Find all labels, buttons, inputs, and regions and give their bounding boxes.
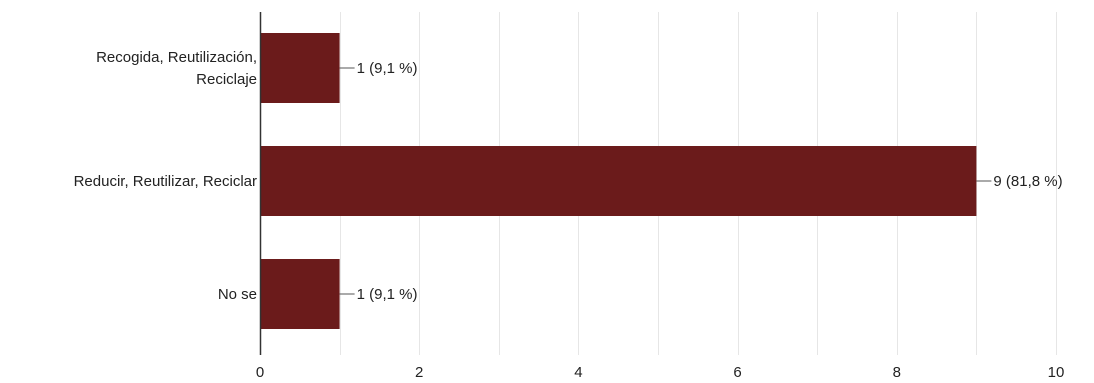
bar bbox=[260, 146, 977, 216]
bar bbox=[260, 33, 340, 103]
x-tick-label: 4 bbox=[574, 364, 582, 381]
category-label: Reciclaje bbox=[196, 71, 257, 88]
x-tick-label: 6 bbox=[733, 364, 741, 381]
data-label: 1 (9,1 %) bbox=[357, 286, 418, 303]
category-label: Recogida, Reutilización, bbox=[96, 49, 257, 66]
category-label: No se bbox=[218, 286, 257, 303]
data-label: 1 (9,1 %) bbox=[357, 60, 418, 77]
bars bbox=[260, 33, 977, 329]
bar bbox=[260, 259, 340, 329]
labels: 1 (9,1 %) Recogida, Reutilización, Recicla… bbox=[74, 49, 1063, 303]
x-tick-label: 8 bbox=[893, 364, 901, 381]
x-tick-label: 0 bbox=[256, 364, 264, 381]
x-tick-label: 10 bbox=[1048, 364, 1065, 381]
data-label: 9 (81,8 %) bbox=[993, 173, 1062, 190]
axes: 0 2 4 6 8 10 bbox=[256, 12, 1065, 381]
category-label: Reducir, Reutilizar, Reciclar bbox=[74, 173, 257, 190]
x-tick-label: 2 bbox=[415, 364, 423, 381]
